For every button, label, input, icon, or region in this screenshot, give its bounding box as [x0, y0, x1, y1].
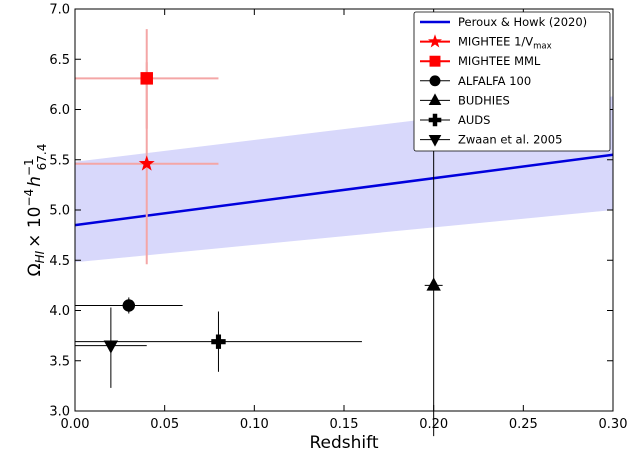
y-tick-label: 4.0: [49, 304, 70, 319]
ticks-layer: 0.00 0.05 0.10 0.15 0.20 0.25 0.30 3.0 3.5 4.0 4.5…: [49, 3, 627, 433]
x-tick-label: 0.10: [240, 417, 269, 432]
legend: Peroux & Howk (2020) MIGHTEE 1/Vmax MIGHTE…: [413, 11, 611, 152]
y-tick-label: 3.5: [49, 354, 70, 369]
markers-layer: [103, 72, 441, 354]
ylabel-exp: −4: [22, 189, 36, 207]
legend-label: MIGHTEE MML: [458, 54, 541, 68]
x-tick-label: 0.20: [419, 417, 448, 432]
data-point-5: [103, 340, 119, 354]
legend-label: Peroux & Howk (2020): [458, 15, 587, 29]
y-tick-label: 5.5: [49, 153, 70, 168]
ylabel-h-sup: −1: [22, 158, 36, 176]
y-tick-label: 5.0: [49, 204, 70, 219]
y-tick-label: 6.5: [49, 53, 70, 68]
x-tick-label: 0.15: [330, 417, 359, 432]
ylabel-times: × 10: [25, 207, 45, 248]
ylabel-omega: Ω: [25, 263, 45, 276]
data-point-3: [426, 277, 441, 291]
data-point-0: [138, 155, 155, 171]
x-tick-label: 0.00: [61, 417, 90, 432]
y-axis-label: ΩHI × 10−4 h−167.4: [22, 144, 49, 277]
legend-marker: [429, 75, 441, 87]
x-tick-label: 0.05: [150, 417, 179, 432]
data-point-1: [140, 72, 153, 85]
legend-label: AUDS: [458, 113, 490, 127]
data-point-2: [122, 299, 136, 312]
legend-items: Peroux & Howk (2020) MIGHTEE 1/Vmax MIGHTE…: [420, 15, 587, 147]
x-axis-label: Redshift: [309, 433, 378, 453]
legend-marker: [428, 34, 442, 48]
y-tick-label: 4.5: [49, 254, 70, 269]
ylabel-omega-sub: HI: [33, 250, 47, 263]
legend-label: BUDHIES: [458, 93, 510, 107]
fit-line-layer: [74, 153, 614, 227]
legend-box: [413, 11, 611, 152]
legend-marker: [428, 93, 442, 105]
fit-line: [74, 153, 614, 227]
data-point-4: [211, 334, 226, 349]
ylabel-h: h: [25, 176, 45, 187]
x-tick-label: 0.30: [599, 417, 628, 432]
y-tick-label: 6.0: [49, 103, 70, 118]
y-tick-label: 7.0: [49, 3, 70, 18]
x-tick-label: 0.25: [509, 417, 538, 432]
legend-marker: [428, 135, 442, 147]
legend-label: ALFALFA 100: [458, 74, 531, 88]
legend-marker: [429, 55, 441, 67]
legend-label: MIGHTEE 1/Vmax: [458, 35, 552, 52]
y-tick-label: 3.0: [49, 405, 70, 420]
legend-label: Zwaan et al. 2005: [458, 133, 562, 147]
ylabel-h-sub: 67.4: [35, 144, 49, 171]
legend-marker: [428, 113, 442, 127]
legend-label-subscript: max: [533, 42, 552, 52]
